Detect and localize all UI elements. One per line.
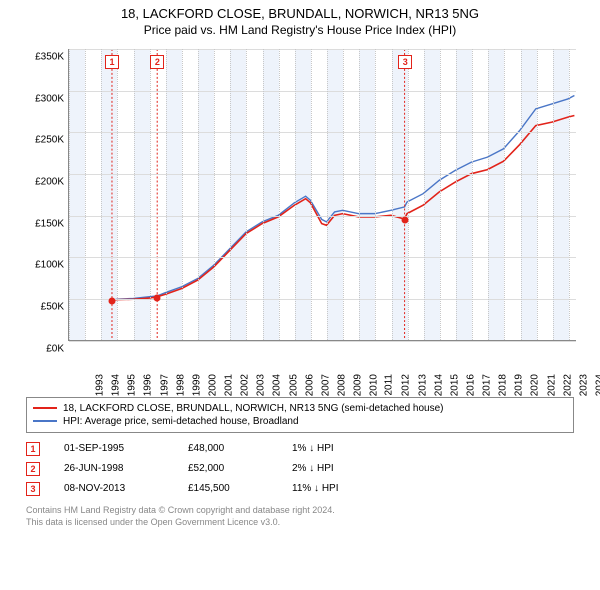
legend-label-hpi: HPI: Average price, semi-detached house,… (63, 416, 299, 427)
x-tick-label: 1994 (110, 374, 121, 396)
x-tick-label: 1995 (127, 374, 138, 396)
x-tick-label: 2016 (465, 374, 476, 396)
x-tick-label: 2000 (207, 374, 218, 396)
y-axis-labels: £0K£50K£100K£150K£200K£250K£300K£350K (20, 49, 68, 341)
sale-delta: 11% ↓ HPI (292, 483, 339, 494)
x-tick-label: 1996 (143, 374, 154, 396)
sale-date: 01-SEP-1995 (64, 443, 164, 454)
x-tick-label: 2009 (352, 374, 363, 396)
footer: Contains HM Land Registry data © Crown c… (26, 505, 574, 528)
sale-price: £145,500 (188, 483, 268, 494)
legend-swatch-property (33, 407, 57, 409)
sale-dot (109, 297, 116, 304)
y-tick-label: £200K (35, 177, 64, 188)
sale-price: £52,000 (188, 463, 268, 474)
sale-dot (402, 216, 409, 223)
x-tick-label: 2001 (223, 374, 234, 396)
legend-label-property: 18, LACKFORD CLOSE, BRUNDALL, NORWICH, N… (63, 403, 444, 414)
sale-marker-box: 1 (105, 55, 119, 69)
x-tick-label: 2012 (401, 374, 412, 396)
sale-dot (154, 294, 161, 301)
x-tick-label: 2017 (481, 374, 492, 396)
x-tick-label: 1997 (159, 374, 170, 396)
x-tick-label: 2014 (433, 374, 444, 396)
sale-date: 08-NOV-2013 (64, 483, 164, 494)
sale-marker-box: 2 (150, 55, 164, 69)
legend-swatch-hpi (33, 420, 57, 422)
sale-price: £48,000 (188, 443, 268, 454)
y-tick-label: £0K (46, 343, 64, 354)
x-tick-label: 2018 (497, 374, 508, 396)
x-tick-label: 2003 (256, 374, 267, 396)
sales-row: 2 26-JUN-1998 £52,000 2% ↓ HPI (26, 459, 574, 479)
legend-row-property: 18, LACKFORD CLOSE, BRUNDALL, NORWICH, N… (33, 402, 567, 415)
x-tick-label: 2023 (578, 374, 589, 396)
plot-area: 1 2 3 (68, 49, 576, 341)
y-tick-label: £300K (35, 93, 64, 104)
x-tick-label: 2002 (239, 374, 250, 396)
y-tick-label: £50K (41, 302, 64, 313)
x-tick-label: 2010 (368, 374, 379, 396)
x-tick-label: 2015 (449, 374, 460, 396)
sales-row: 1 01-SEP-1995 £48,000 1% ↓ HPI (26, 439, 574, 459)
x-tick-label: 2005 (288, 374, 299, 396)
sale-delta: 2% ↓ HPI (292, 463, 334, 474)
x-tick-label: 2008 (336, 374, 347, 396)
x-tick-label: 2007 (320, 374, 331, 396)
x-tick-label: 1999 (191, 374, 202, 396)
chart-title: 18, LACKFORD CLOSE, BRUNDALL, NORWICH, N… (0, 0, 600, 23)
sale-marker-icon: 1 (26, 442, 40, 456)
sales-row: 3 08-NOV-2013 £145,500 11% ↓ HPI (26, 479, 574, 499)
sale-delta: 1% ↓ HPI (292, 443, 334, 454)
x-tick-label: 1993 (94, 374, 105, 396)
x-axis-labels: 1993199419951996199719981999200020012002… (68, 341, 576, 391)
x-tick-label: 2006 (304, 374, 315, 396)
x-tick-label: 2020 (530, 374, 541, 396)
x-tick-label: 2013 (417, 374, 428, 396)
line-svg (69, 49, 576, 340)
legend-row-hpi: HPI: Average price, semi-detached house,… (33, 415, 567, 428)
x-tick-label: 2019 (514, 374, 525, 396)
y-tick-label: £150K (35, 218, 64, 229)
legend: 18, LACKFORD CLOSE, BRUNDALL, NORWICH, N… (26, 397, 574, 433)
y-tick-label: £350K (35, 51, 64, 62)
x-tick-label: 2021 (546, 374, 557, 396)
sale-marker-box: 3 (398, 55, 412, 69)
chart-container: 18, LACKFORD CLOSE, BRUNDALL, NORWICH, N… (0, 0, 600, 590)
y-tick-label: £100K (35, 260, 64, 271)
sales-table: 1 01-SEP-1995 £48,000 1% ↓ HPI 2 26-JUN-… (26, 439, 574, 499)
x-tick-label: 2024 (594, 374, 600, 396)
sale-marker-icon: 3 (26, 482, 40, 496)
x-tick-label: 2011 (384, 374, 395, 396)
x-tick-label: 2022 (562, 374, 573, 396)
sale-marker-icon: 2 (26, 462, 40, 476)
x-tick-label: 1998 (175, 374, 186, 396)
chart-area: £0K £50K £100K £150K £200K £250K £300K £350K 1 2… (20, 41, 580, 391)
chart-subtitle: Price paid vs. HM Land Registry's House … (0, 23, 600, 41)
footer-line: Contains HM Land Registry data © Crown c… (26, 505, 574, 517)
y-tick-label: £250K (35, 135, 64, 146)
x-tick-label: 2004 (272, 374, 283, 396)
sale-date: 26-JUN-1998 (64, 463, 164, 474)
footer-line: This data is licensed under the Open Gov… (26, 517, 574, 529)
